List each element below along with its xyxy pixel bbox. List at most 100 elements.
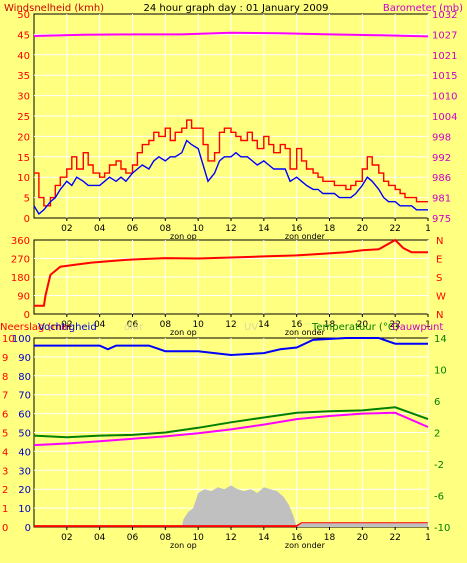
right-tick-label: 10 [434, 366, 447, 377]
left-tick-label: 0 [24, 310, 30, 321]
x-tick-label: 14 [258, 320, 270, 330]
x-tick-label: 22 [389, 320, 400, 330]
inner-left-tick-label: 70 [18, 391, 31, 402]
wind-baro-panel: 0510152025303540455097598198699299810041… [17, 10, 457, 241]
inner-left-tick-label: 10 [18, 504, 31, 515]
outer-left-tick-label: 6 [2, 410, 8, 421]
right-tick-label: -6 [434, 492, 444, 503]
right-tick-label: 14 [434, 334, 447, 345]
x-tick-label: 10 [192, 320, 204, 330]
x-tick-label: 1 [425, 320, 431, 330]
x-tick-label: 02 [61, 320, 72, 330]
sun-label: zon op [170, 232, 197, 241]
outer-left-tick-label: 2 [2, 485, 8, 496]
left-tick-label: 90 [17, 292, 30, 303]
outer-left-tick-label: 1 [2, 504, 8, 515]
outer-left-tick-label: 0 [2, 523, 8, 534]
legend-dauwpunt: Dauwpunt [392, 322, 443, 333]
x-tick-label: 02 [61, 533, 72, 543]
inner-left-tick-label: 60 [18, 410, 31, 421]
inner-left-tick-label: 0 [25, 523, 31, 534]
right-tick-label: -10 [434, 523, 450, 534]
inner-left-tick-label: 80 [18, 372, 31, 383]
right-tick-label: S [436, 273, 442, 284]
x-tick-label: 20 [357, 224, 369, 234]
x-tick-label: 14 [258, 533, 270, 543]
right-tick-label: 1021 [432, 51, 457, 62]
left-tick-label: 15 [17, 153, 30, 164]
x-tick-label: 06 [127, 533, 139, 543]
outer-left-tick-label: 5 [2, 429, 8, 440]
right-tick-label: 1004 [432, 112, 457, 123]
outer-left-tick-label: 9 [2, 353, 8, 364]
left-tick-label: 45 [17, 30, 30, 41]
x-tick-label: 10 [192, 533, 204, 543]
sun-label: zon op [170, 328, 197, 337]
x-tick-label: 16 [291, 320, 303, 330]
right-tick-label: 998 [432, 132, 451, 143]
left-tick-label: 40 [17, 51, 30, 62]
right-tick-label: W [436, 292, 446, 303]
left-tick-label: 180 [11, 273, 30, 284]
inner-left-tick-label: 40 [18, 447, 31, 458]
right-tick-label: E [436, 255, 442, 266]
left-tick-label: 10 [17, 173, 30, 184]
series-neerslag-late [296, 523, 428, 527]
right-tick-label: 1032 [432, 10, 457, 21]
x-tick-label: 10 [192, 224, 204, 234]
right-tick-label: 2 [434, 429, 440, 440]
right-tick-label: -2 [434, 460, 444, 471]
inner-left-tick-label: 50 [18, 429, 31, 440]
x-tick-label: 12 [225, 224, 236, 234]
x-tick-label: 16 [291, 533, 303, 543]
x-tick-label: 12 [225, 533, 236, 543]
series-vochtigheid [34, 337, 428, 357]
left-tick-label: 360 [11, 236, 30, 247]
x-tick-label: 20 [357, 533, 369, 543]
outer-left-tick-label: 4 [2, 447, 8, 458]
outer-left-tick-label: 8 [2, 372, 8, 383]
x-tick-label: 22 [389, 533, 400, 543]
series-temperatuur [33, 406, 429, 439]
x-tick-label: 04 [94, 224, 106, 234]
right-tick-label: N [436, 310, 443, 321]
right-tick-label: 986 [432, 173, 451, 184]
left-tick-label: 30 [17, 92, 30, 103]
header-left: Windsnelheid (kmh) [4, 3, 104, 14]
x-tick-label: 16 [291, 224, 303, 234]
outer-left-tick-label: 3 [2, 466, 8, 477]
right-tick-label: 1015 [432, 71, 457, 82]
x-tick-label: 18 [324, 224, 336, 234]
x-tick-label: 1 [425, 224, 431, 234]
series-solar [181, 485, 297, 527]
x-tick-label: 18 [324, 533, 336, 543]
x-tick-label: 06 [127, 224, 139, 234]
sun-label: zon onder [285, 232, 326, 241]
right-tick-label: 1027 [432, 30, 457, 41]
x-tick-label: 08 [160, 224, 172, 234]
series-dauwpunt [33, 411, 429, 447]
x-tick-label: 12 [225, 320, 236, 330]
x-tick-label: 06 [127, 320, 139, 330]
series-red [34, 238, 428, 307]
right-tick-label: 992 [432, 153, 451, 164]
sun-label: zon onder [285, 328, 326, 337]
series-magenta [33, 31, 429, 38]
left-tick-label: 50 [17, 10, 30, 21]
series-red [34, 119, 428, 207]
left-tick-label: 25 [17, 112, 30, 123]
legend-vochtigheid: Vochtigheid [38, 322, 97, 333]
x-tick-label: 1 [425, 533, 431, 543]
right-tick-label: N [436, 236, 443, 247]
inner-left-tick-label: 20 [18, 485, 31, 496]
right-tick-label: 975 [432, 214, 451, 225]
x-tick-label: 18 [324, 320, 336, 330]
sun-label: zon op [170, 541, 197, 550]
legend-temperatuur: Temperatuur (°C) [311, 322, 399, 333]
x-tick-label: 04 [94, 533, 106, 543]
x-tick-label: 22 [389, 224, 400, 234]
outer-left-tick-label: 7 [2, 391, 8, 402]
left-tick-label: 20 [17, 132, 30, 143]
x-tick-label: 04 [94, 320, 106, 330]
